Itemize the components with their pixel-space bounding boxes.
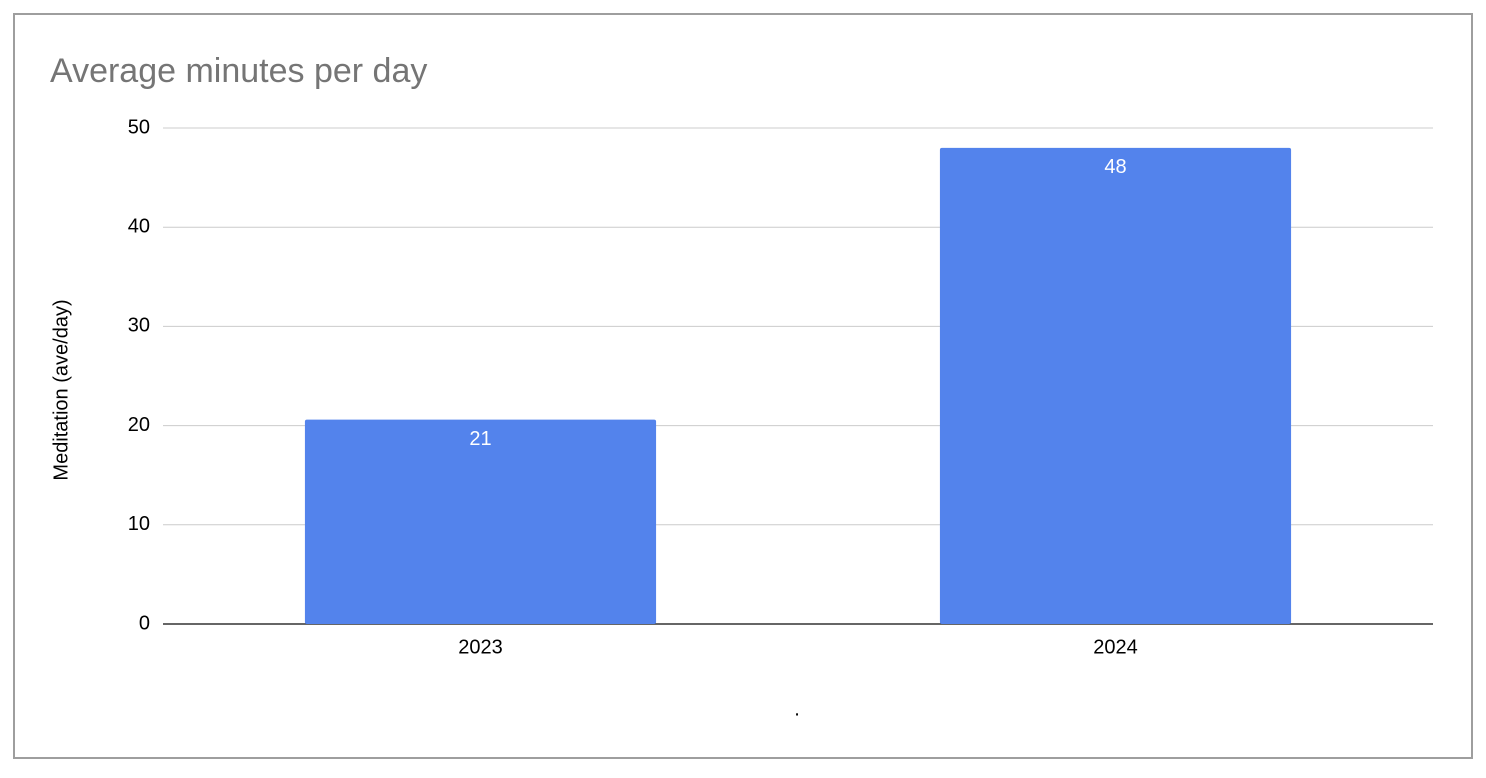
y-axis-label: Meditation (ave/day) bbox=[50, 299, 72, 480]
y-tick-label: 0 bbox=[139, 612, 150, 634]
y-tick-label: 20 bbox=[128, 414, 150, 436]
y-tick-label: 40 bbox=[128, 215, 150, 237]
y-tick-label: 30 bbox=[128, 315, 150, 337]
data-label: 21 bbox=[469, 428, 491, 450]
y-tick-label: 10 bbox=[128, 513, 150, 535]
x-tick-label: 2023 bbox=[458, 636, 503, 658]
bar bbox=[304, 419, 657, 624]
bar bbox=[939, 147, 1292, 624]
data-label: 48 bbox=[1104, 156, 1126, 178]
x-axis-label: . bbox=[794, 698, 800, 720]
x-tick-label: 2024 bbox=[1093, 636, 1138, 658]
y-tick-label: 50 bbox=[128, 116, 150, 138]
chart-title: Average minutes per day bbox=[50, 52, 427, 90]
